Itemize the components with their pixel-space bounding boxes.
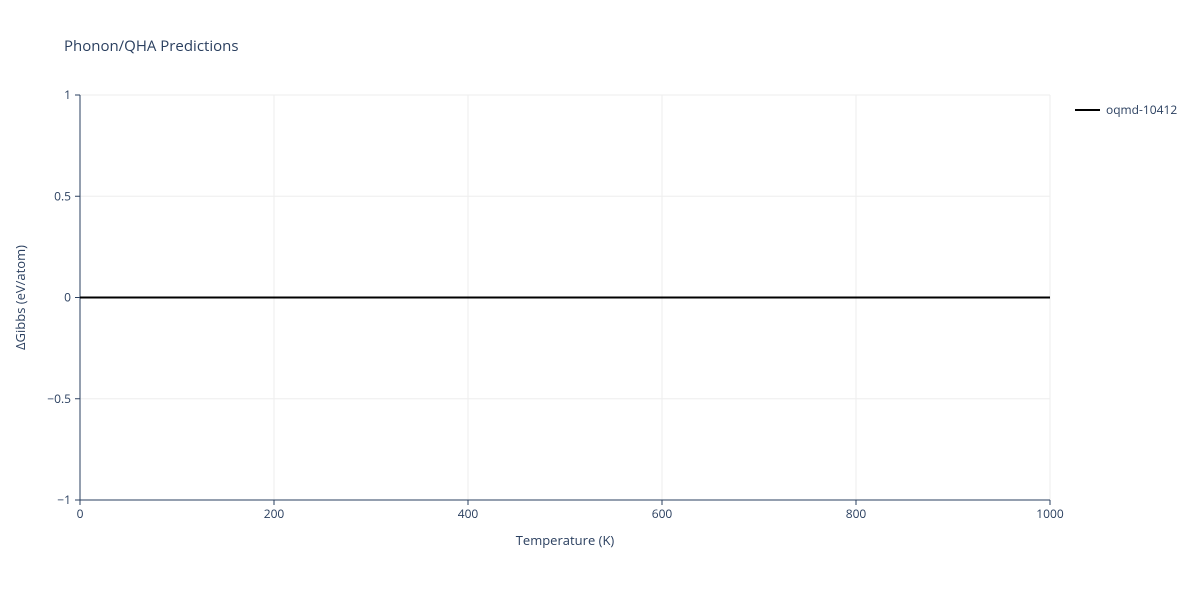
y-tick-label: −0.5 bbox=[47, 390, 71, 407]
y-axis-label: ΔGibbs (eV/atom) bbox=[11, 245, 29, 350]
x-axis-label: Temperature (K) bbox=[516, 531, 615, 549]
x-tick-label: 800 bbox=[846, 505, 867, 522]
legend-label[interactable]: oqmd-10412 bbox=[1106, 101, 1177, 118]
plot-bg bbox=[0, 0, 1200, 600]
y-tick-label: −1 bbox=[57, 491, 71, 508]
chart-svg: 0 200 400 600 800 1000 −1 −0.5 0 0.5 1 Temperature … bbox=[0, 0, 1200, 600]
chart-title: Phonon/QHA Predictions bbox=[64, 36, 239, 56]
y-tick-label: 0 bbox=[64, 289, 71, 306]
x-tick-label: 400 bbox=[458, 505, 479, 522]
x-tick-label: 1000 bbox=[1036, 505, 1064, 522]
y-tick-label: 1 bbox=[64, 86, 71, 103]
x-tick-label: 600 bbox=[652, 505, 673, 522]
y-tick-label: 0.5 bbox=[54, 187, 71, 204]
chart-container: Phonon/QHA Predictions 0 200 400 600 800 1000… bbox=[0, 0, 1200, 600]
x-tick-label: 200 bbox=[264, 505, 285, 522]
x-tick-label: 0 bbox=[77, 505, 84, 522]
